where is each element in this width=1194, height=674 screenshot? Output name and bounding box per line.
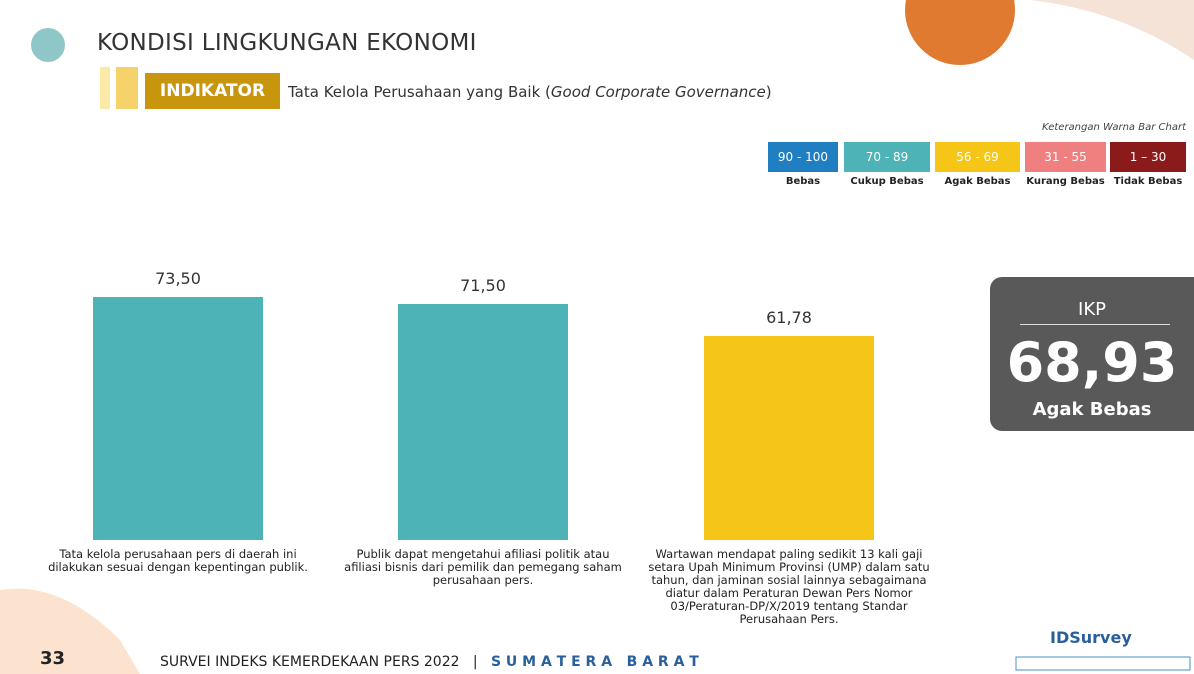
- legend-label: Cukup Bebas: [850, 176, 924, 187]
- text: ): [765, 83, 772, 101]
- value-label: 61,78: [766, 308, 812, 328]
- deco-rect: [100, 67, 110, 109]
- region: S U M A T E R A B A R A T: [490, 654, 699, 670]
- legend-label: Tidak Bebas: [1113, 176, 1183, 187]
- text: Tata Kelola Perusahaan yang Baik (: [288, 83, 551, 101]
- divider: [1020, 324, 1170, 325]
- deco-circle: [905, 0, 1015, 65]
- value-label: 71,50: [460, 276, 506, 296]
- ikp-value: 68,93: [1006, 331, 1178, 394]
- logo-frame: [1015, 656, 1191, 671]
- logo-mark: [31, 28, 65, 62]
- legend-swatch: 90 - 100: [768, 142, 838, 172]
- bar: [93, 297, 263, 540]
- page-number: 33: [40, 648, 66, 669]
- legend-swatch: 1 – 30: [1110, 142, 1186, 172]
- legend-label: Agak Bebas: [944, 176, 1011, 187]
- category-label: Publik dapat mengetahui afiliasi politik…: [344, 547, 622, 587]
- legend-swatch: 31 - 55: [1025, 142, 1106, 172]
- legend-label: Bebas: [785, 176, 821, 187]
- survey-name: SURVEI INDEKS KEMERDEKAAN PERS 2022: [160, 654, 460, 670]
- legend-caption: Keterangan Warna Bar Chart: [1042, 122, 1186, 133]
- legend-label: Kurang Bebas: [1026, 176, 1105, 187]
- indicator-label: INDIKATOR: [145, 73, 280, 109]
- category-label: Wartawan mendapat paling sedikit 13 kali…: [648, 547, 930, 626]
- deco-shape: [0, 588, 140, 674]
- bar: [398, 304, 568, 540]
- brand-logo: IDSurvey: [1050, 628, 1132, 647]
- deco-shape: [1030, 0, 1194, 60]
- footer: SURVEI INDEKS KEMERDEKAAN PERS 2022 | S …: [160, 654, 699, 670]
- ikp-label: IKP: [1078, 299, 1106, 320]
- legend-swatch: 56 - 69: [935, 142, 1020, 172]
- deco-rect: [116, 67, 138, 109]
- value-label: 73,50: [155, 269, 201, 289]
- separator: |: [472, 654, 478, 670]
- bar: [704, 336, 874, 540]
- ikp-category: Agak Bebas: [1032, 399, 1152, 420]
- title: KONDISI LINGKUNGAN EKONOMI: [97, 30, 477, 56]
- legend-swatch: 70 - 89: [844, 142, 930, 172]
- text: Good Corporate Governance: [550, 83, 766, 101]
- indicator-text: Tata Kelola Perusahaan yang Baik (Good C…: [288, 83, 772, 101]
- category-label: Tata kelola perusahaan pers di daerah in…: [48, 547, 308, 574]
- ikp-box: IKP 68,93 Agak Bebas: [990, 277, 1194, 431]
